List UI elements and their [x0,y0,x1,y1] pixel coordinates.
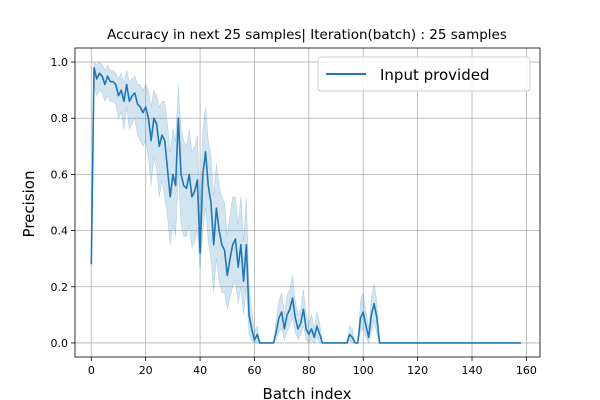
series-line-layer [90,66,521,344]
x-tick-label: 0 [88,364,95,377]
y-tick-label: 0.0 [51,337,69,350]
grid [75,48,540,357]
x-tick-label: 160 [516,364,537,377]
y-axis-label: Precision [20,171,38,238]
y-tick-label: 0.4 [51,225,69,238]
x-tick-label: 120 [407,364,428,377]
confidence-band [91,61,521,344]
x-tick-label: 140 [462,364,483,377]
y-tick-label: 0.8 [51,112,69,125]
legend: Input provided [317,56,531,92]
x-tick-label: 20 [139,364,153,377]
legend-entry-input-provided: Input provided [380,66,489,84]
axes-frame [74,47,541,358]
x-tick-label: 40 [193,364,207,377]
y-tick-label: 1.0 [51,56,69,69]
y-axis-ticks: 0.0 0.2 0.4 0.6 0.8 1.0 [51,56,75,350]
x-axis-label: Batch index [263,385,352,400]
chart-title: Accuracy in next 25 samples| Iteration(b… [107,27,507,43]
x-axis-ticks: 0 20 40 60 80 100 120 140 160 [88,357,537,377]
y-tick-label: 0.2 [51,281,69,294]
series-line-input-provided [90,66,521,344]
y-tick-label: 0.6 [51,168,69,181]
confidence-band-layer [91,61,521,344]
x-tick-label: 100 [353,364,374,377]
x-tick-label: 80 [302,364,316,377]
legend-box [317,56,531,92]
x-tick-label: 60 [247,364,261,377]
